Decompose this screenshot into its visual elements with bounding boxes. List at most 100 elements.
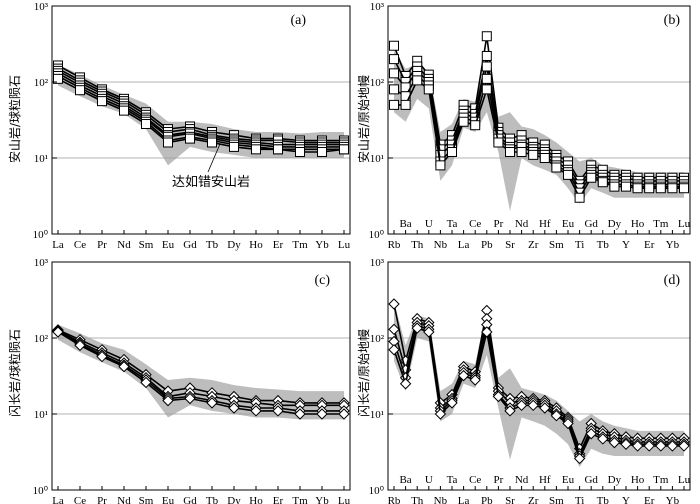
data-point-square bbox=[481, 84, 492, 95]
data-point-square bbox=[481, 61, 492, 72]
data-point-diamond bbox=[620, 438, 632, 450]
x-tick-label: Hf bbox=[539, 474, 551, 486]
data-point-square bbox=[586, 172, 597, 183]
data-point-square bbox=[493, 137, 504, 148]
x-tick-label: Yb bbox=[315, 495, 329, 504]
x-tick-label: Lu bbox=[678, 474, 691, 486]
data-point-square bbox=[574, 192, 585, 203]
x-tick-label: Y bbox=[622, 495, 630, 504]
x-tick-label: Nd bbox=[515, 474, 529, 486]
x-tick-label: Pr bbox=[494, 474, 504, 486]
x-tick-label: Sr bbox=[505, 239, 515, 251]
data-point-square bbox=[447, 146, 457, 157]
x-tick-label: Yb bbox=[315, 239, 329, 251]
series-group bbox=[388, 298, 690, 465]
data-point-diamond bbox=[527, 399, 539, 412]
data-point-diamond bbox=[492, 390, 505, 403]
plot-frame bbox=[51, 261, 351, 491]
y-tick-label: 10¹ bbox=[370, 153, 384, 165]
axes-frame bbox=[51, 261, 351, 491]
data-point-diamond bbox=[678, 440, 690, 452]
data-point-diamond bbox=[294, 408, 306, 420]
data-point-square bbox=[679, 183, 689, 194]
y-tick-labels: 10⁰ 10¹ 10² 10³ bbox=[33, 1, 49, 241]
data-point-diamond bbox=[388, 323, 400, 336]
data-point-diamond bbox=[597, 433, 609, 445]
range-band bbox=[58, 324, 344, 420]
series-group bbox=[389, 31, 689, 203]
y-tick-labels: 10⁰ 10¹ 10² 10³ bbox=[33, 257, 49, 497]
data-point-diamond bbox=[74, 339, 86, 352]
x-tick-label: Lu bbox=[338, 495, 351, 504]
y-axis-title: 闪长岩/球粒陨石 bbox=[7, 329, 22, 417]
x-tick-label: Ba bbox=[399, 474, 411, 486]
x-tick-label: Nd bbox=[117, 495, 131, 504]
data-point-diamond bbox=[388, 298, 400, 310]
x-tick-label: Eu bbox=[562, 474, 575, 486]
x-tick-label: Ti bbox=[575, 495, 584, 504]
data-point-diamond bbox=[118, 360, 130, 373]
x-tick-label: La bbox=[52, 239, 64, 251]
x-tick-labels: RbBaThUNbTaLaCePbPrSrNdZrHfSmEuTiGdTbDyY… bbox=[388, 218, 691, 251]
data-point-square bbox=[317, 146, 327, 157]
x-tick-label: Sm bbox=[549, 239, 564, 251]
data-point-square bbox=[551, 162, 562, 173]
x-tick-label: Ta bbox=[447, 218, 458, 230]
y-tick-label: 10¹ bbox=[34, 409, 48, 421]
data-point-square bbox=[655, 183, 666, 194]
x-tick-label: Y bbox=[622, 239, 630, 251]
x-tick-label: La bbox=[458, 495, 470, 504]
x-tick-label: Th bbox=[411, 495, 424, 504]
y-tick-label: 10² bbox=[34, 333, 49, 345]
data-point-diamond bbox=[96, 350, 108, 363]
data-point-square bbox=[505, 146, 515, 157]
y-tick-label: 10³ bbox=[34, 257, 49, 269]
x-tick-label: Eu bbox=[162, 239, 175, 251]
x-tick-label: Eu bbox=[562, 218, 575, 230]
range-band-area bbox=[58, 324, 344, 420]
y-axis-title: 安山岩/球粒陨石 bbox=[7, 75, 22, 163]
data-point-diamond bbox=[481, 326, 493, 338]
data-point-square bbox=[481, 50, 492, 61]
data-point-diamond bbox=[446, 397, 458, 409]
x-tick-label: Tm bbox=[292, 239, 308, 251]
data-point-square bbox=[207, 137, 217, 148]
y-tick-label: 10³ bbox=[370, 1, 385, 13]
x-tick-label: Ce bbox=[469, 218, 481, 230]
y-tick-label: 10⁰ bbox=[369, 229, 385, 241]
x-tick-label: U bbox=[425, 474, 433, 486]
panel-label: (c) bbox=[314, 273, 330, 288]
x-tick-label: Dy bbox=[608, 474, 622, 486]
y-tick-label: 10² bbox=[370, 77, 385, 89]
data-point-square bbox=[609, 181, 620, 192]
data-point-square bbox=[119, 105, 129, 116]
x-tick-label: Ho bbox=[631, 474, 645, 486]
x-tick-label: Ce bbox=[74, 495, 86, 504]
y-tick-label: 10¹ bbox=[370, 409, 384, 421]
data-point-square bbox=[185, 133, 195, 144]
data-point-diamond bbox=[643, 440, 655, 452]
x-tick-label: La bbox=[52, 495, 64, 504]
x-tick-label: Tb bbox=[206, 239, 219, 251]
axes-frame bbox=[387, 261, 691, 491]
axes-frame bbox=[51, 5, 351, 235]
x-tick-labels: RbBaThUNbTaLaCePbPrSrNdZrHfSmEuTiGdTbDyY… bbox=[388, 474, 691, 504]
x-tick-label: Nb bbox=[434, 495, 448, 504]
data-point-diamond bbox=[585, 428, 597, 440]
x-tick-label: Ho bbox=[249, 239, 263, 251]
data-point-square bbox=[563, 169, 573, 180]
data-point-square bbox=[163, 137, 173, 148]
data-point-diamond bbox=[504, 405, 516, 417]
data-point-square bbox=[400, 99, 411, 110]
data-point-diamond bbox=[272, 405, 284, 417]
x-tick-label: Tm bbox=[653, 218, 669, 230]
x-tick-labels: La Ce Pr Nd Sm Eu Gd Tb Dy Ho Er Tm Yb Lu bbox=[52, 495, 350, 504]
data-point-square bbox=[632, 183, 643, 194]
x-tick-label: Yb bbox=[666, 239, 680, 251]
plot-frame bbox=[51, 5, 351, 235]
data-point-diamond bbox=[457, 369, 470, 382]
data-point-diamond bbox=[539, 402, 551, 414]
data-point-diamond bbox=[52, 326, 64, 338]
